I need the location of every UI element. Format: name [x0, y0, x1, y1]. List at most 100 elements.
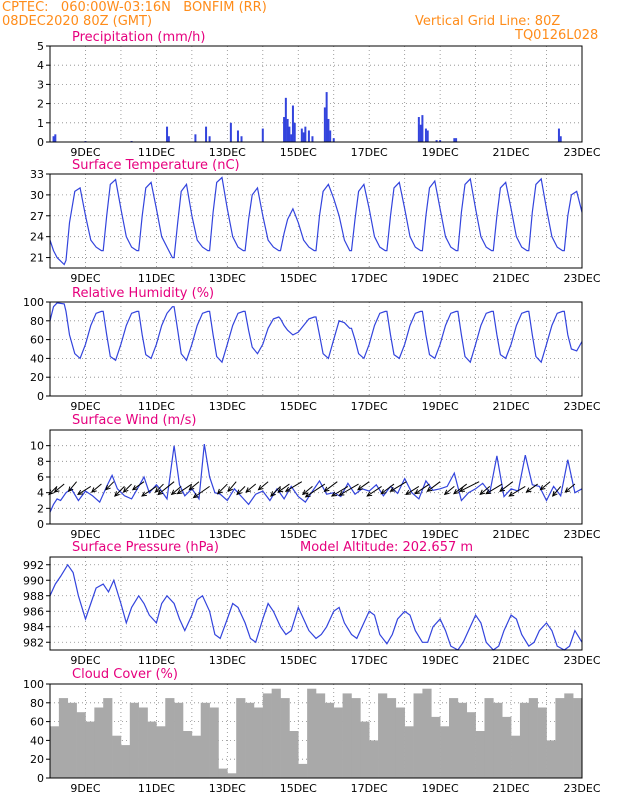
wind-vector — [302, 486, 313, 495]
cloud-bar — [253, 707, 264, 778]
wind-vector-head — [53, 487, 60, 493]
rh-title: Relative Humidity (%) — [72, 286, 214, 301]
y-tick-label: 990 — [23, 574, 44, 587]
precip-bar — [419, 124, 422, 142]
y-tick-label: 27 — [30, 210, 44, 223]
y-tick-label: 3 — [37, 78, 44, 91]
cloud-bar — [537, 707, 547, 778]
wind-vector — [564, 483, 576, 493]
x-tick-label: 11DEC — [138, 146, 175, 159]
rh-frame — [49, 301, 583, 397]
wind-vector-head — [236, 489, 242, 496]
x-tick-label: 23DEC — [563, 272, 600, 285]
wind-vector — [499, 481, 514, 492]
x-tick-label: 11DEC — [138, 400, 175, 413]
x-tick-label: 15DEC — [280, 146, 317, 159]
wind-vector — [485, 483, 503, 495]
x-tick-label: 21DEC — [493, 272, 530, 285]
cloud-bar — [369, 740, 379, 778]
cloud-bar — [519, 702, 530, 778]
x-tick-label: 15DEC — [280, 272, 317, 285]
y-tick-label: 984 — [23, 621, 44, 634]
y-tick-label: 992 — [23, 559, 44, 572]
y-tick-label: 988 — [23, 590, 44, 603]
cloud-bar — [156, 726, 166, 778]
cloud-bar — [351, 698, 361, 778]
wind-vector-head — [216, 488, 223, 495]
wind-vector — [508, 485, 526, 497]
cloud-bar — [103, 698, 113, 778]
x-tick-label: 9DEC — [70, 528, 100, 541]
cloud-bar — [413, 693, 423, 778]
wind-vector-head — [105, 484, 111, 491]
y-tick-label: 4 — [37, 487, 44, 500]
wind-vector — [331, 485, 349, 497]
precip-bar — [166, 126, 169, 142]
run-id: TQ0126L028 — [515, 28, 599, 43]
x-tick-label: 17DEC — [351, 782, 388, 795]
precip-bar — [229, 122, 232, 142]
cloud-bar — [245, 702, 255, 778]
wind-vector-head — [458, 487, 465, 492]
x-tick-label: 21DEC — [493, 528, 530, 541]
precip-bar — [323, 107, 326, 142]
x-tick-label: 19DEC — [422, 400, 459, 413]
wind-vector-head — [453, 488, 459, 495]
x-tick-label: 19DEC — [422, 528, 459, 541]
x-tick-label: 17DEC — [351, 272, 388, 285]
cloud-bar — [58, 698, 69, 778]
wind-vector — [157, 481, 175, 495]
cloud-bar — [475, 731, 485, 778]
x-tick-label: 13DEC — [209, 782, 246, 795]
precip-bar — [194, 134, 197, 142]
precip-bar — [167, 136, 170, 142]
wind-vector — [105, 481, 115, 491]
wind-vector — [540, 481, 551, 491]
cloud-title: Cloud Cover (%) — [72, 667, 178, 682]
wind-vector-head — [426, 486, 433, 492]
wind-vector-head — [227, 486, 233, 493]
precip-bar — [54, 134, 57, 142]
precip-frame — [49, 45, 583, 143]
cloud-bar — [457, 702, 468, 778]
cloud-bar — [85, 721, 95, 778]
wind-panel: 0 2 4 6 8 10 9DEC 11DEC 13DEC 15DEC 17DEC 19DEC 21DE… — [30, 413, 601, 541]
precip-bar — [288, 126, 291, 142]
y-tick-label: 100 — [23, 678, 44, 691]
x-tick-label: 17DEC — [351, 654, 388, 667]
wind-vector — [405, 485, 420, 495]
cloud-bar — [262, 693, 272, 778]
cloud-bar — [564, 693, 574, 778]
x-tick-label: 9DEC — [70, 782, 100, 795]
x-tick-label: 19DEC — [422, 782, 459, 795]
grid-line-note: Vertical Grid Line: 80Z — [415, 14, 561, 29]
cloud-frame — [49, 683, 583, 779]
precip-bar — [286, 118, 289, 142]
wind-vector-head — [90, 487, 97, 493]
wind-series-line — [49, 444, 583, 513]
x-tick-label: 19DEC — [422, 146, 459, 159]
precip-bar — [311, 136, 314, 142]
cloud-bar — [183, 731, 193, 778]
cloud-bar — [147, 721, 157, 778]
cloud-bar — [546, 740, 556, 778]
precip-bar — [300, 128, 303, 142]
precip-bar — [283, 117, 286, 142]
wind-vector-head — [380, 488, 387, 495]
cloud-bar — [236, 698, 246, 778]
y-tick-label: 60 — [30, 716, 44, 729]
cloud-bar — [298, 763, 308, 778]
x-tick-label: 15DEC — [280, 782, 317, 795]
x-tick-label: 13DEC — [209, 400, 246, 413]
wind-vector — [189, 481, 200, 491]
wind-vector — [155, 483, 164, 493]
wind-vector — [258, 481, 269, 491]
station-header: CPTEC: 060:00W-03:16N BONFIM (RR) — [2, 0, 267, 15]
wind-vector — [91, 483, 102, 493]
wind-vector-head — [357, 485, 364, 491]
x-tick-label: 23DEC — [563, 146, 600, 159]
y-tick-label: 33 — [30, 168, 44, 181]
precip-bar — [307, 130, 310, 142]
wind-vector-head — [338, 490, 345, 496]
